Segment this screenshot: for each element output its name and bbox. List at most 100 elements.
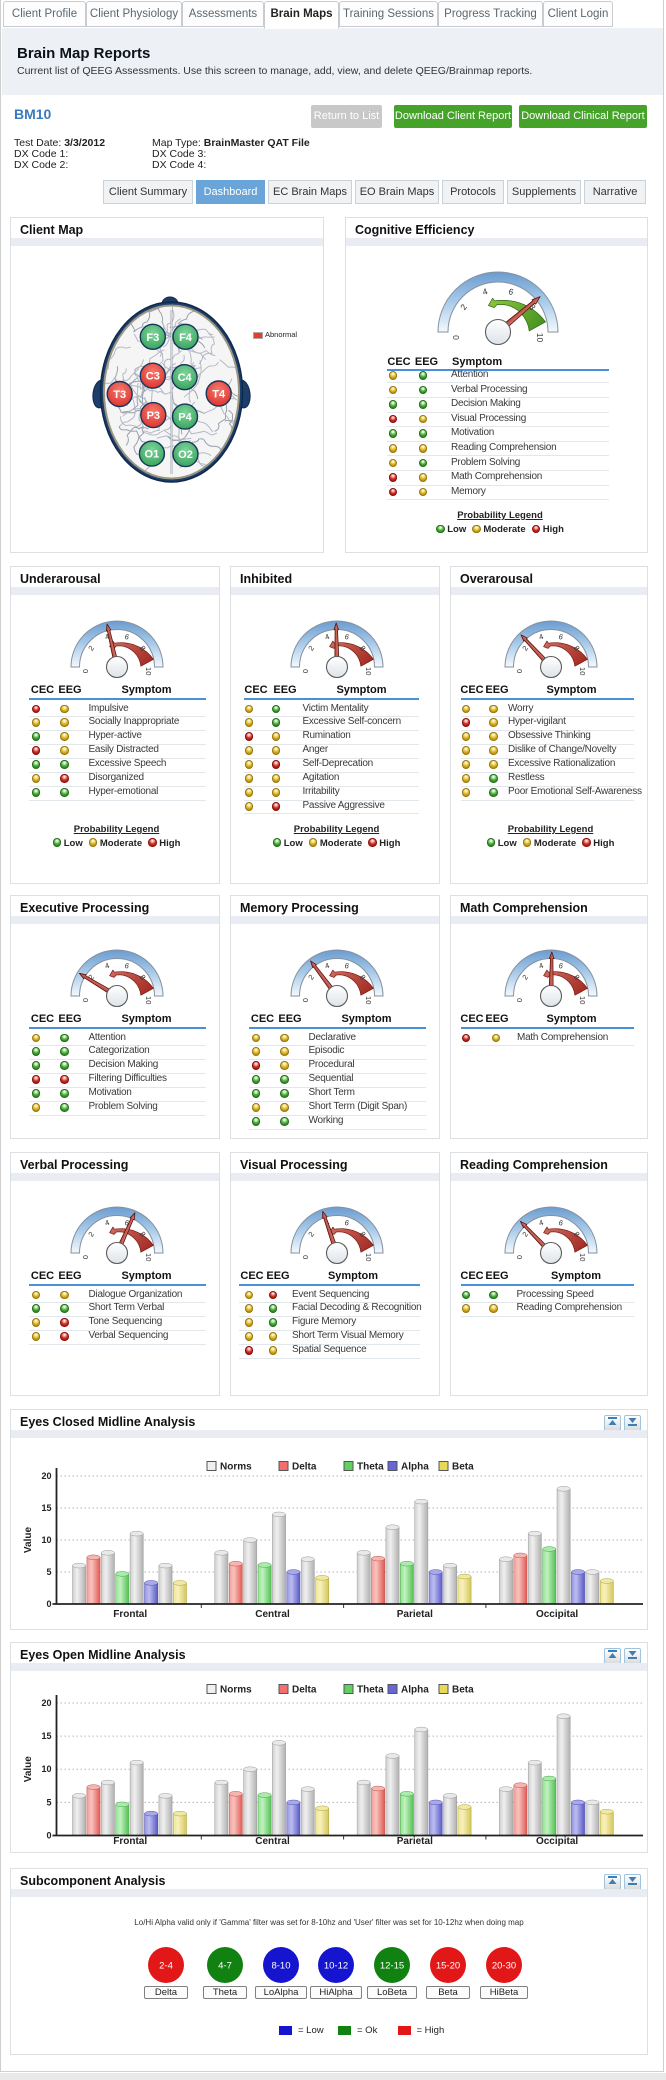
svg-text:Parietal: Parietal bbox=[397, 1609, 433, 1620]
svg-text:Frontal: Frontal bbox=[113, 1609, 147, 1620]
svg-text:8: 8 bbox=[357, 973, 367, 982]
svg-text:8: 8 bbox=[571, 644, 581, 653]
svg-text:0: 0 bbox=[46, 1599, 51, 1609]
svg-text:10: 10 bbox=[578, 667, 587, 675]
svg-text:Value: Value bbox=[23, 1527, 34, 1554]
svg-text:2-4: 2-4 bbox=[159, 1961, 173, 1972]
svg-text:Occipital: Occipital bbox=[536, 1609, 578, 1620]
svg-text:Norms: Norms bbox=[220, 1685, 252, 1696]
svg-text:Norms: Norms bbox=[220, 1462, 252, 1473]
svg-text:O2: O2 bbox=[178, 449, 193, 461]
svg-text:2: 2 bbox=[86, 973, 96, 982]
svg-text:8: 8 bbox=[527, 302, 538, 312]
svg-text:6: 6 bbox=[343, 1218, 350, 1228]
svg-text:4: 4 bbox=[537, 632, 544, 642]
svg-text:2: 2 bbox=[86, 1230, 96, 1239]
svg-text:6: 6 bbox=[557, 961, 564, 971]
svg-text:0: 0 bbox=[514, 1255, 523, 1259]
svg-text:6: 6 bbox=[343, 632, 350, 642]
svg-text:0: 0 bbox=[300, 669, 309, 673]
svg-text:15: 15 bbox=[41, 1503, 51, 1513]
svg-text:20: 20 bbox=[41, 1471, 51, 1481]
svg-text:8: 8 bbox=[571, 973, 581, 982]
svg-text:0: 0 bbox=[80, 1255, 89, 1259]
svg-text:4: 4 bbox=[103, 1218, 110, 1228]
svg-text:Alpha: Alpha bbox=[401, 1462, 429, 1473]
svg-text:6: 6 bbox=[123, 632, 130, 642]
svg-text:15-20: 15-20 bbox=[436, 1961, 460, 1972]
svg-text:Theta: Theta bbox=[357, 1685, 384, 1696]
svg-text:2: 2 bbox=[520, 1230, 530, 1239]
svg-text:10: 10 bbox=[144, 667, 153, 675]
svg-text:F4: F4 bbox=[179, 332, 193, 344]
svg-text:6: 6 bbox=[343, 961, 350, 971]
svg-text:10: 10 bbox=[364, 667, 373, 675]
svg-text:T4: T4 bbox=[212, 388, 226, 400]
svg-text:4: 4 bbox=[323, 961, 330, 971]
svg-text:C3: C3 bbox=[146, 371, 160, 383]
svg-text:2: 2 bbox=[306, 644, 316, 653]
svg-text:10: 10 bbox=[364, 1253, 373, 1261]
svg-text:2: 2 bbox=[306, 973, 316, 982]
svg-text:Central: Central bbox=[255, 1609, 290, 1620]
svg-text:2: 2 bbox=[520, 973, 530, 982]
svg-text:10: 10 bbox=[41, 1535, 51, 1545]
svg-text:0: 0 bbox=[300, 998, 309, 1002]
svg-text:Occipital: Occipital bbox=[536, 1836, 578, 1847]
svg-text:0: 0 bbox=[300, 1255, 309, 1259]
svg-text:Frontal: Frontal bbox=[113, 1836, 147, 1847]
svg-text:10: 10 bbox=[578, 1253, 587, 1261]
svg-text:Central: Central bbox=[255, 1836, 290, 1847]
svg-text:Theta: Theta bbox=[357, 1462, 384, 1473]
svg-text:10: 10 bbox=[41, 1764, 51, 1774]
svg-text:8: 8 bbox=[357, 1230, 367, 1239]
svg-text:8: 8 bbox=[357, 644, 367, 653]
svg-text:4-7: 4-7 bbox=[218, 1961, 232, 1972]
svg-text:4: 4 bbox=[323, 632, 330, 642]
svg-text:4: 4 bbox=[537, 961, 544, 971]
svg-text:5: 5 bbox=[46, 1567, 51, 1577]
svg-text:2: 2 bbox=[306, 1230, 316, 1239]
svg-text:10-12: 10-12 bbox=[324, 1961, 348, 1972]
svg-text:10: 10 bbox=[535, 333, 545, 343]
svg-text:Beta: Beta bbox=[452, 1685, 474, 1696]
svg-text:4: 4 bbox=[103, 961, 110, 971]
svg-text:0: 0 bbox=[80, 669, 89, 673]
svg-text:6: 6 bbox=[123, 1218, 130, 1228]
svg-text:Parietal: Parietal bbox=[397, 1836, 433, 1847]
svg-text:10: 10 bbox=[364, 996, 373, 1004]
svg-text:8: 8 bbox=[137, 644, 147, 653]
svg-text:8: 8 bbox=[571, 1230, 581, 1239]
svg-text:0: 0 bbox=[514, 998, 523, 1002]
svg-text:10: 10 bbox=[144, 996, 153, 1004]
svg-text:4: 4 bbox=[103, 632, 110, 642]
svg-text:Value: Value bbox=[23, 1756, 34, 1783]
svg-text:20-30: 20-30 bbox=[492, 1961, 516, 1972]
svg-text:P4: P4 bbox=[178, 412, 192, 424]
svg-text:4: 4 bbox=[481, 286, 489, 297]
svg-text:12-15: 12-15 bbox=[380, 1961, 404, 1972]
svg-text:8: 8 bbox=[137, 1230, 147, 1239]
svg-text:15: 15 bbox=[41, 1731, 51, 1741]
svg-text:C4: C4 bbox=[178, 372, 193, 384]
svg-text:0: 0 bbox=[80, 998, 89, 1002]
svg-text:8-10: 8-10 bbox=[271, 1961, 290, 1972]
svg-text:Delta: Delta bbox=[292, 1462, 317, 1473]
svg-text:10: 10 bbox=[144, 1253, 153, 1261]
svg-text:0: 0 bbox=[46, 1831, 51, 1841]
svg-text:2: 2 bbox=[458, 302, 469, 312]
svg-text:6: 6 bbox=[557, 632, 564, 642]
svg-text:Alpha: Alpha bbox=[401, 1685, 429, 1696]
svg-text:O1: O1 bbox=[145, 449, 160, 461]
svg-text:2: 2 bbox=[86, 644, 96, 653]
svg-text:T3: T3 bbox=[113, 389, 126, 401]
svg-text:8: 8 bbox=[137, 973, 147, 982]
svg-text:2: 2 bbox=[520, 644, 530, 653]
svg-text:6: 6 bbox=[557, 1218, 564, 1228]
svg-text:0: 0 bbox=[514, 669, 523, 673]
svg-text:Beta: Beta bbox=[452, 1462, 474, 1473]
svg-text:6: 6 bbox=[123, 961, 130, 971]
svg-text:4: 4 bbox=[537, 1218, 544, 1228]
svg-text:5: 5 bbox=[46, 1797, 51, 1807]
svg-text:20: 20 bbox=[41, 1698, 51, 1708]
